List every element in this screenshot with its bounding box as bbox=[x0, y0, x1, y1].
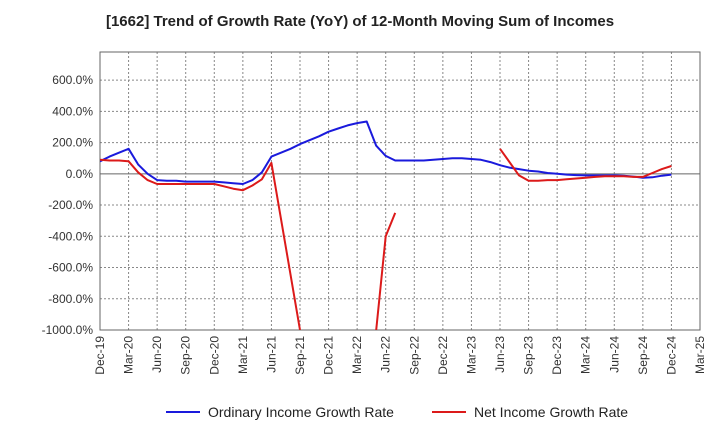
series-line-ordinary bbox=[100, 120, 672, 185]
x-tick-label: Sep-24 bbox=[636, 336, 650, 375]
x-tick-label: Mar-24 bbox=[579, 336, 593, 374]
x-tick-label: Jun-24 bbox=[607, 336, 621, 373]
x-tick-label: Mar-25 bbox=[693, 336, 707, 374]
x-tick-label: Dec-20 bbox=[207, 336, 221, 375]
legend-item-net: Net Income Growth Rate bbox=[432, 404, 628, 420]
x-tick-label: Jun-23 bbox=[493, 336, 507, 373]
y-tick-label: 0.0% bbox=[66, 167, 94, 181]
y-tick-label: -800.0% bbox=[48, 292, 93, 306]
x-tick-label: Dec-19 bbox=[93, 336, 107, 375]
y-tick-label: 600.0% bbox=[52, 73, 93, 87]
y-tick-label: 400.0% bbox=[52, 104, 93, 118]
legend-swatch-net bbox=[432, 411, 466, 413]
x-tick-label: Dec-23 bbox=[550, 336, 564, 375]
x-tick-label: Sep-21 bbox=[293, 336, 307, 375]
series-line-net-segment-3 bbox=[499, 148, 672, 182]
series-line-net-segment-2 bbox=[375, 212, 397, 330]
y-tick-label: -400.0% bbox=[48, 229, 93, 243]
legend-item-ordinary: Ordinary Income Growth Rate bbox=[166, 404, 394, 420]
legend-label-ordinary: Ordinary Income Growth Rate bbox=[208, 404, 394, 420]
x-tick-label: Sep-20 bbox=[179, 336, 193, 375]
x-tick-label: Dec-21 bbox=[322, 336, 336, 375]
series-line-net-segment-1 bbox=[100, 158, 301, 330]
x-tick-label: Jun-21 bbox=[264, 336, 278, 373]
x-tick-label: Dec-22 bbox=[436, 336, 450, 375]
y-tick-label: -200.0% bbox=[48, 198, 93, 212]
y-tick-label: 200.0% bbox=[52, 136, 93, 150]
x-tick-label: Mar-20 bbox=[122, 336, 136, 374]
x-tick-label: Sep-23 bbox=[522, 336, 536, 375]
x-tick-label: Jun-20 bbox=[150, 336, 164, 373]
plot-frame bbox=[99, 51, 701, 331]
x-tick-label: Mar-21 bbox=[236, 336, 250, 374]
legend: Ordinary Income Growth Rate Net Income G… bbox=[0, 404, 720, 428]
x-tick-label: Sep-22 bbox=[407, 336, 421, 375]
x-tick-label: Mar-22 bbox=[350, 336, 364, 374]
legend-swatch-ordinary bbox=[166, 411, 200, 413]
x-tick-label: Mar-23 bbox=[464, 336, 478, 374]
legend-label-net: Net Income Growth Rate bbox=[474, 404, 629, 420]
y-tick-label: -600.0% bbox=[48, 261, 93, 275]
chart-title: [1662] Trend of Growth Rate (YoY) of 12-… bbox=[105, 13, 615, 30]
y-tick-label: -1000.0% bbox=[42, 323, 94, 337]
x-tick-label: Dec-24 bbox=[664, 336, 678, 375]
x-tick-label: Jun-22 bbox=[379, 336, 393, 373]
